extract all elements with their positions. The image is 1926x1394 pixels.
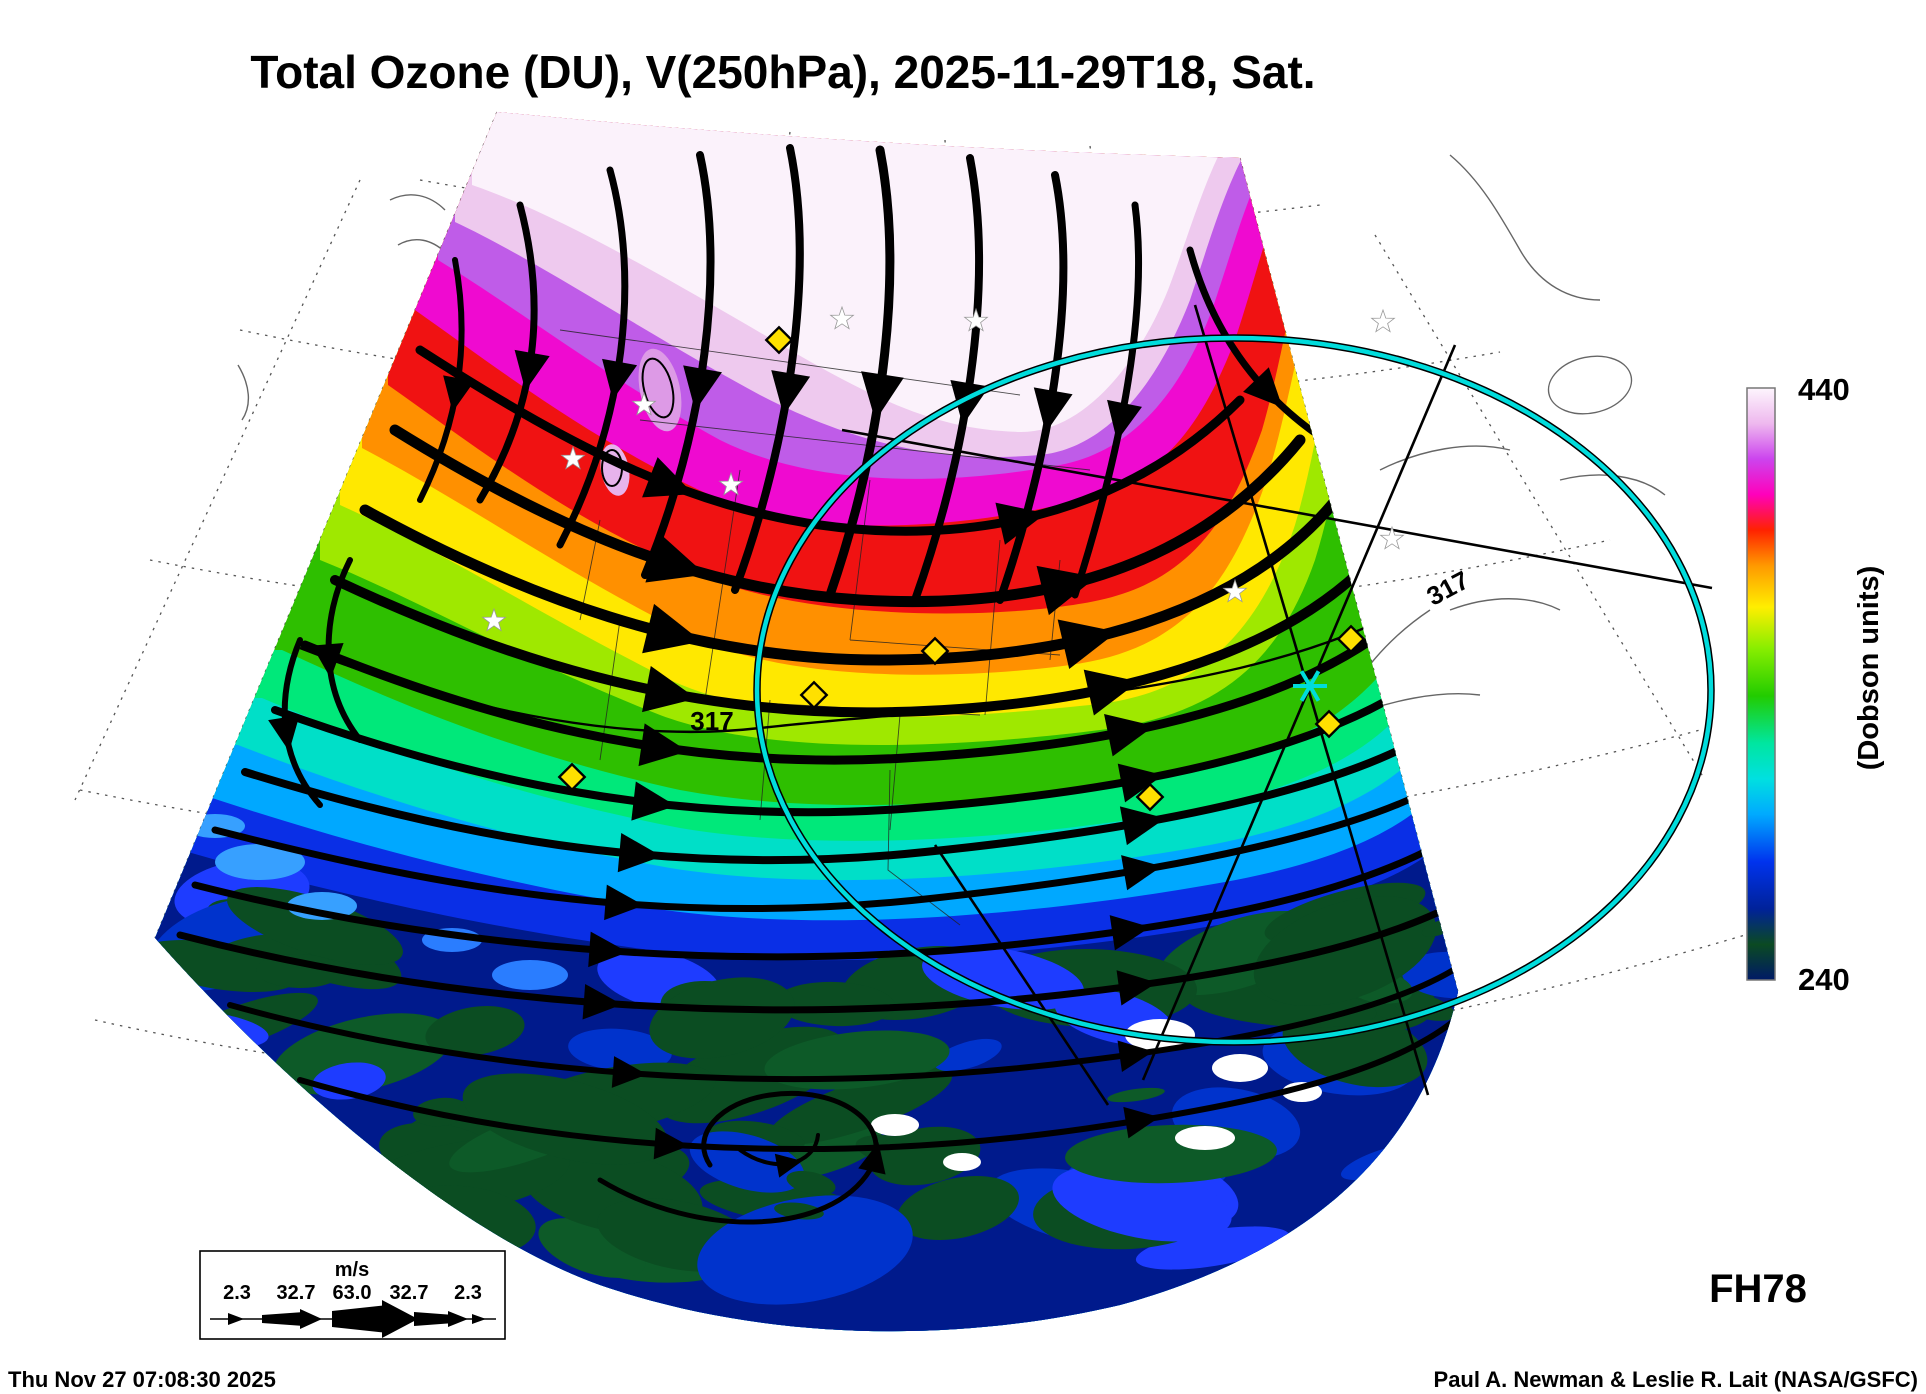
wind-speed-label: 32.7: [390, 1282, 429, 1304]
station-diamond-marker: [764, 325, 794, 355]
city-star-marker: [481, 607, 507, 632]
map-markers: [481, 305, 1405, 812]
wind-speed-label: 63.0: [333, 1282, 372, 1304]
city-star-marker: [631, 391, 657, 416]
colorbar-gradient: [1746, 387, 1776, 981]
page-title: Total Ozone (DU), V(250hPa), 2025-11-29T…: [250, 46, 1315, 98]
wind-speed-arrow-glyph: [210, 1300, 496, 1338]
station-diamond-marker: [1314, 709, 1344, 739]
wind-speed-label: 2.3: [223, 1282, 251, 1304]
wind-speed-legend: m/s 2.3 32.7 63.0 32.7 2.3: [199, 1250, 506, 1340]
overpass-lines: [841, 304, 1713, 1106]
wind-speed-label: 2.3: [454, 1282, 482, 1304]
forecast-hour-label: FH78: [1709, 1267, 1807, 1311]
overpass-star-marker: [1293, 670, 1327, 702]
city-star-marker: [963, 307, 989, 332]
colorbar-units-label: (Dobson units): [1853, 566, 1885, 771]
colorbar: 440 240 (Dobson units): [1746, 372, 1885, 997]
credit: Paul A. Newman & Leslie R. Lait (NASA/GS…: [1434, 1367, 1918, 1392]
station-diamond-marker: [920, 636, 950, 666]
station-diamond-marker: [1135, 782, 1165, 812]
contour-value-label: 317: [690, 706, 733, 736]
city-star-marker: [560, 445, 586, 470]
colorbar-max-label: 440: [1798, 372, 1850, 407]
colorbar-min-label: 240: [1798, 962, 1850, 997]
station-diamond-marker: [799, 680, 829, 710]
overpass-circle: [753, 334, 1715, 1046]
city-star-marker: [1379, 525, 1405, 550]
station-diamond-marker: [557, 762, 587, 792]
city-star-marker: [1370, 308, 1396, 333]
timestamp: Thu Nov 27 07:08:30 2025: [8, 1367, 276, 1392]
wind-legend-units: m/s: [335, 1259, 369, 1281]
wind-speed-label: 32.7: [277, 1282, 316, 1304]
city-star-marker: [718, 471, 744, 496]
city-star-marker: [829, 305, 855, 330]
city-star-marker: [1222, 578, 1248, 603]
station-diamond-marker: [1336, 624, 1366, 654]
